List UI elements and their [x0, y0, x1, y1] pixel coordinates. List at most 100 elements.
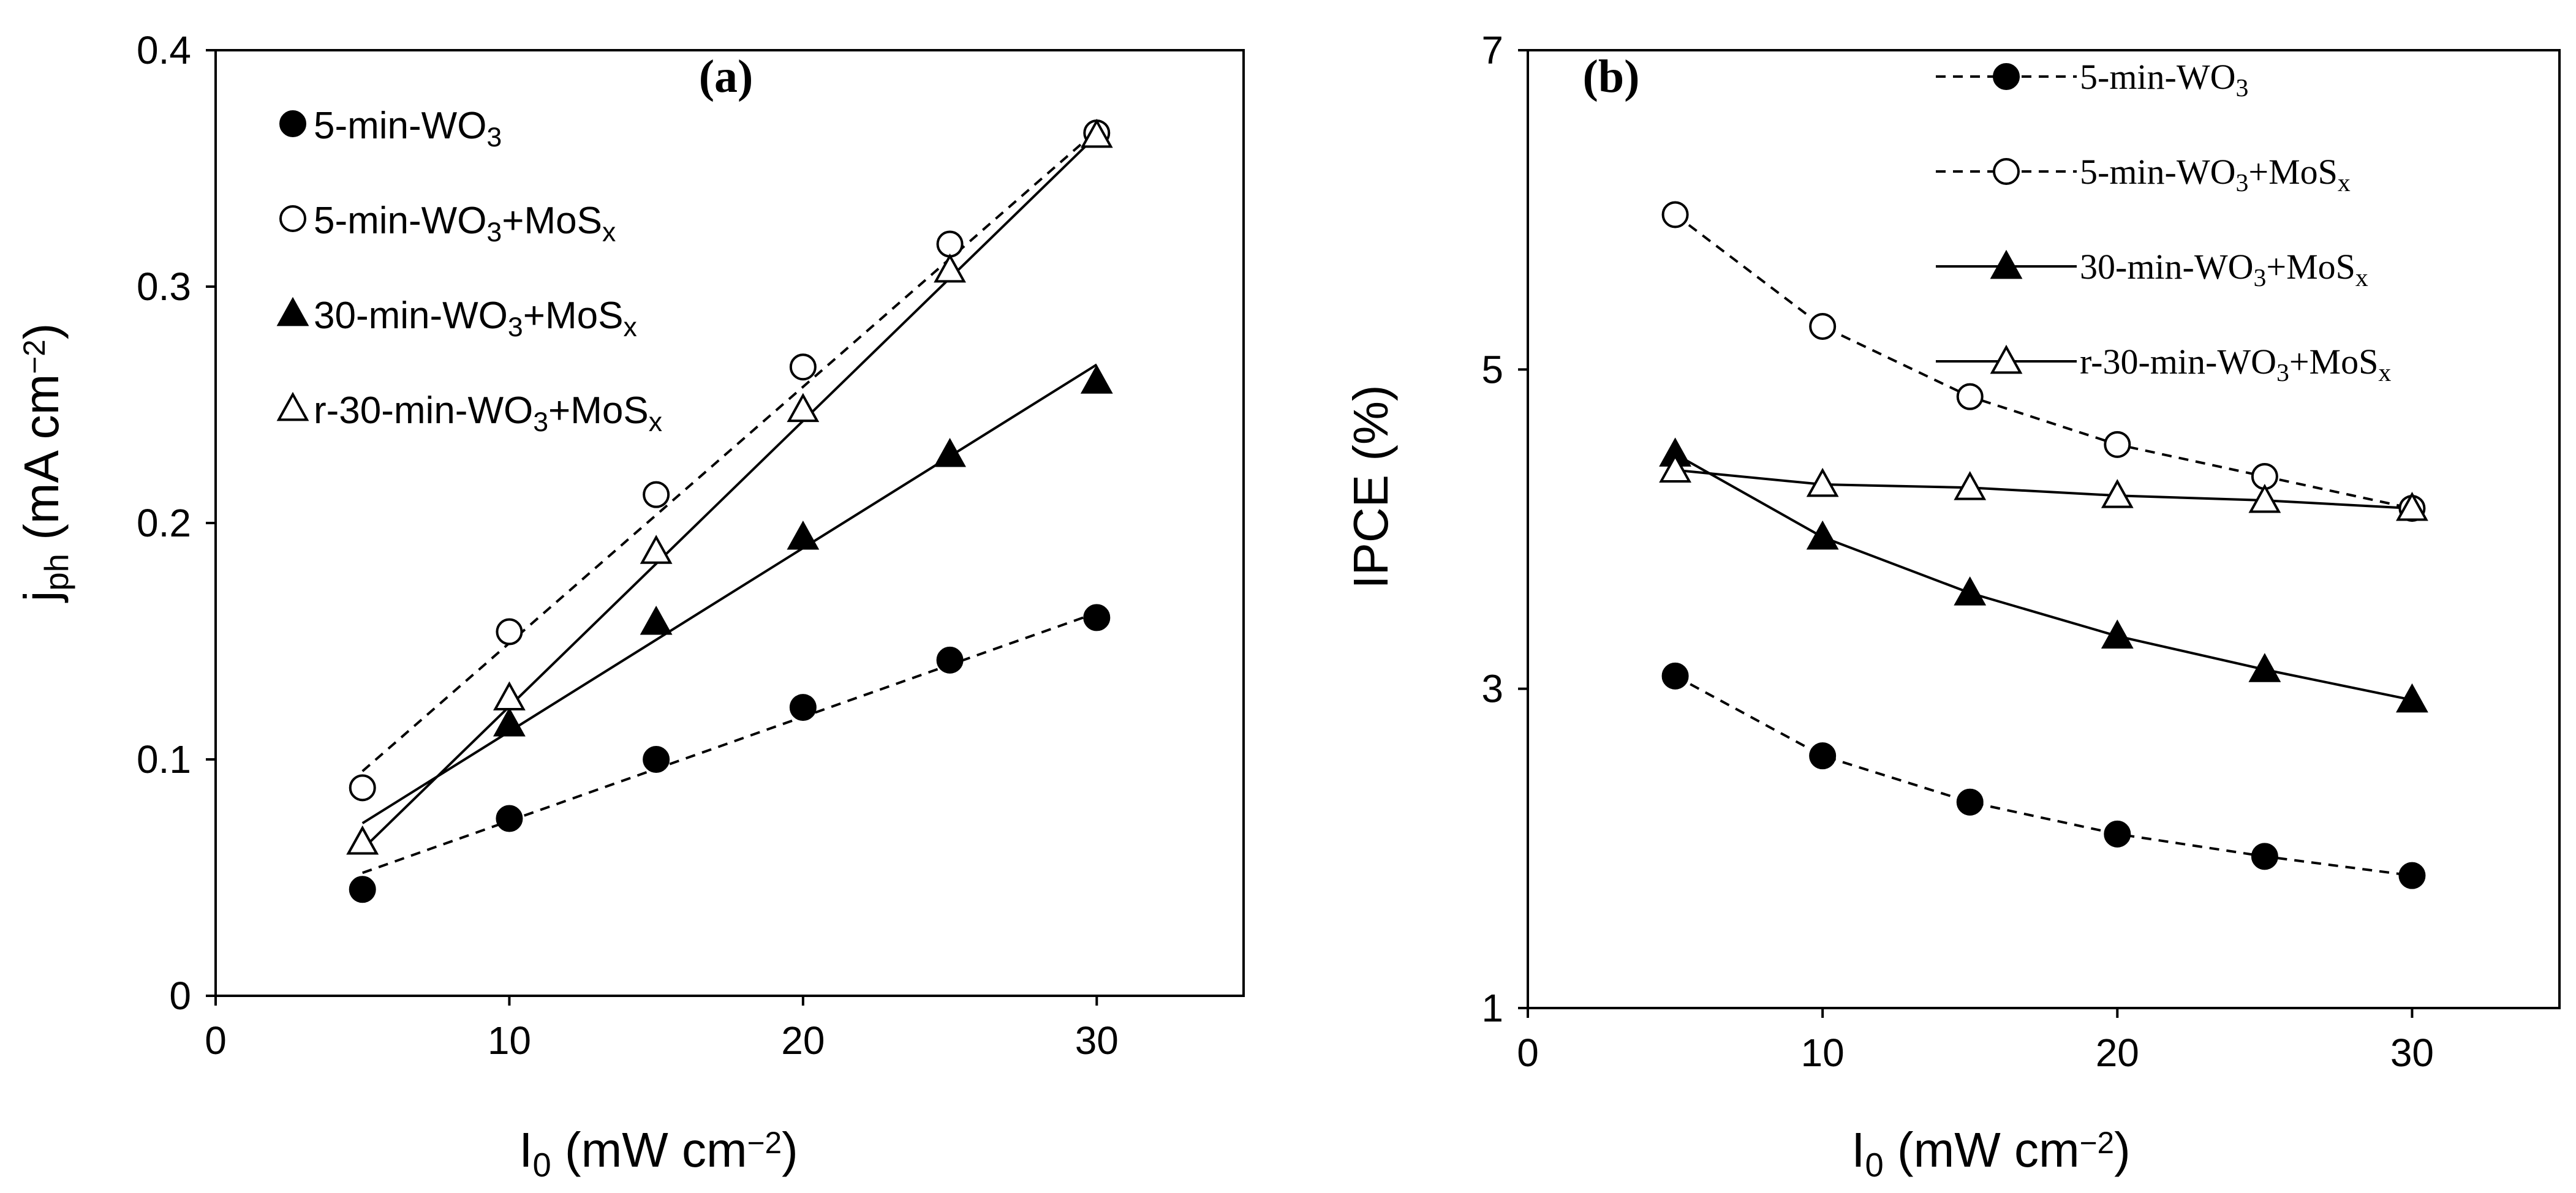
x-tick-label: 30	[2390, 1031, 2434, 1075]
data-point	[2104, 820, 2131, 848]
data-point	[1661, 201, 1689, 228]
panel-b: 0 10 20 30 1 3 5 7 I0 (mW cm−2) IPCE (%) (b) 5-min-…	[1343, 28, 2561, 1184]
legend-item: 5-min-WO3+MoSx	[1936, 152, 2351, 197]
data-point	[643, 481, 670, 508]
legend-marker	[1993, 158, 2020, 185]
x-tick-label: 10	[488, 1018, 531, 1063]
data-point	[643, 746, 670, 773]
y-tick-label: 5	[1481, 347, 1503, 391]
legend-label: 30-min-WO3+MoSx	[314, 295, 637, 342]
x-axis-label: I0 (mW cm−2)	[1851, 1123, 2131, 1184]
panel-title: (a)	[699, 51, 754, 102]
data-point	[493, 681, 526, 711]
x-tick-label: 20	[781, 1018, 825, 1063]
y-tick-label: 7	[1481, 28, 1503, 72]
data-point	[1809, 742, 1837, 770]
y-tick-label: 0.1	[137, 737, 191, 781]
legend-label: r-30-min-WO3+MoSx	[2080, 342, 2391, 387]
data-point	[493, 707, 526, 737]
legend-marker	[276, 391, 309, 421]
data-point	[1954, 576, 1987, 606]
data-point	[1954, 471, 1987, 500]
x-tick-label: 0	[205, 1018, 227, 1063]
data-point	[346, 825, 379, 855]
legend-marker	[1993, 63, 2020, 90]
data-point	[2104, 431, 2131, 458]
legend-item: r-30-min-WO3+MoSx	[276, 390, 662, 437]
data-point	[1806, 520, 1839, 550]
x-tick-label: 20	[2096, 1031, 2139, 1075]
x-tick-label: 10	[1801, 1031, 1845, 1075]
data-point	[1956, 383, 1984, 410]
legend-marker	[1990, 344, 2023, 374]
legend-label: 30-min-WO3+MoSx	[2080, 247, 2368, 292]
legend-marker	[279, 205, 306, 232]
panel-a: 0 10 20 30 0 0.1 0.2 0.3 0.4 I0 (mW cm−2) jph (mA …	[14, 28, 1245, 1184]
y-tick-label: 3	[1481, 667, 1503, 711]
legend-label: 5-min-WO3	[2080, 57, 2248, 102]
data-point	[787, 521, 820, 550]
series-line-3	[361, 134, 1098, 851]
y-tick-label: 1	[1481, 986, 1503, 1030]
data-point	[1809, 312, 1837, 340]
data-point	[2396, 683, 2428, 713]
legend-item: 5-min-WO3	[1936, 57, 2248, 102]
data-point	[1956, 788, 1984, 816]
y-axis-label: IPCE (%)	[1343, 385, 1398, 589]
data-point	[1083, 604, 1111, 631]
series-line-1	[361, 129, 1098, 772]
series-line-2	[1674, 453, 2412, 701]
legend-marker	[1990, 249, 2023, 279]
y-tick-label: 0	[169, 974, 191, 1018]
x-tick-label: 30	[1075, 1018, 1119, 1063]
data-point	[2248, 653, 2281, 682]
x-tick-label: 0	[1517, 1031, 1539, 1075]
data-point	[936, 646, 964, 674]
y-axis-label: jph (mA cm−2)	[14, 323, 75, 603]
data-point	[934, 437, 966, 467]
y-tick-label: 0.4	[137, 28, 191, 72]
data-point	[1080, 118, 1113, 148]
data-point	[2251, 843, 2278, 870]
series-line-3	[1675, 469, 2412, 510]
data-point	[2248, 483, 2281, 513]
y-tick-label: 0.2	[137, 501, 191, 545]
data-point	[640, 606, 673, 635]
data-point	[2398, 862, 2426, 889]
data-point	[934, 253, 966, 283]
legend-label: 5-min-WO3+MoSx	[2080, 152, 2351, 197]
data-point	[496, 618, 523, 645]
data-point	[787, 393, 820, 423]
data-point	[640, 535, 673, 564]
legend-item: 30-min-WO3+MoSx	[276, 295, 637, 342]
data-point	[349, 876, 376, 903]
data-point	[1659, 453, 1691, 483]
legend-label: 5-min-WO3	[314, 105, 502, 152]
data-point	[1661, 662, 1689, 690]
legend-marker	[279, 110, 306, 137]
legend-item: 5-min-WO3	[279, 105, 502, 152]
data-point	[2101, 619, 2134, 649]
series-line-0	[1674, 675, 2412, 877]
data-point	[1080, 364, 1113, 394]
legend-item: r-30-min-WO3+MoSx	[1936, 342, 2391, 387]
series-line-0	[362, 611, 1097, 875]
legend-item: 5-min-WO3+MoSx	[279, 200, 616, 247]
data-point	[1806, 467, 1839, 497]
data-point	[789, 353, 817, 381]
data-point	[936, 230, 964, 258]
legend-marker	[276, 296, 309, 326]
panel-title: (b)	[1583, 51, 1640, 102]
legend: 5-min-WO3 5-min-WO3+MoSx 30-min-WO3+MoSx r-…	[276, 105, 662, 437]
legend-item: 30-min-WO3+MoSx	[1936, 247, 2368, 292]
legend: 5-min-WO3 5-min-WO3+MoSx 30-min-WO3+MoSx r-…	[1936, 57, 2391, 387]
x-axis-label: I0 (mW cm−2)	[519, 1123, 798, 1184]
data-point	[2101, 479, 2134, 508]
data-point	[789, 694, 817, 721]
legend-label: 5-min-WO3+MoSx	[314, 200, 616, 247]
series-line-2	[361, 363, 1098, 824]
data-point	[2396, 491, 2428, 521]
data-point	[496, 805, 523, 832]
data-point	[349, 774, 376, 802]
